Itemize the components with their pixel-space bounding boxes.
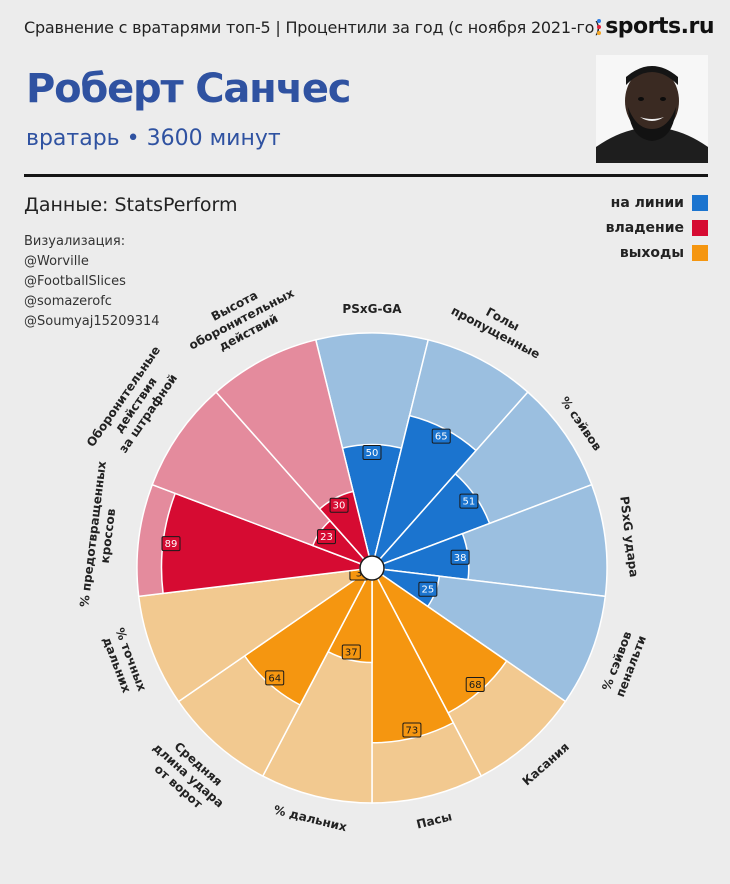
value-label: 38 (454, 553, 467, 564)
category-label: % предотвращенныхкроссов (77, 460, 124, 610)
logo-dots-icon (597, 18, 602, 35)
category-label-line: кроссов (98, 507, 119, 564)
value-label: 89 (165, 539, 178, 550)
category-label: Пасы (415, 809, 453, 831)
category-label: % дальних (272, 803, 348, 835)
data-source: Данные: StatsPerform (24, 194, 238, 216)
value-label: 37 (345, 647, 358, 658)
credit-line[interactable]: @Soumyaj15209314 (24, 314, 160, 329)
category-label: Голыпропущенные (449, 290, 549, 361)
legend-item-possession: владение (606, 215, 708, 240)
value-label-box (329, 497, 349, 513)
value-label-box (362, 445, 382, 460)
player-name: Роберт Санчес (26, 66, 351, 112)
logo-text: sports.ru (605, 14, 714, 39)
category-label: PSxG-GA (342, 302, 402, 316)
sports-ru-logo[interactable]: sports.ru (597, 14, 714, 39)
legend-label: владение (605, 219, 684, 236)
category-label: Касания (520, 740, 572, 789)
value-label-box (161, 536, 181, 552)
header-title: Сравнение с вратарями топ-5 | Процентили… (24, 18, 601, 37)
value-label: 51 (463, 497, 476, 508)
visualization-heading: Визуализация: (24, 234, 126, 249)
visualization-credits: Визуализация: @Worville @FootballSlices … (24, 232, 160, 332)
value-label: 30 (333, 501, 346, 512)
value-label: 64 (268, 673, 281, 684)
value-label: 68 (469, 680, 482, 691)
category-label-line: PSxG удара (617, 495, 641, 578)
value-label-box (418, 581, 438, 597)
value-label-box (402, 722, 422, 738)
credit-line[interactable]: @somazerofc (24, 294, 112, 309)
legend-swatch (692, 194, 708, 211)
category-label-line: PSxG-GA (342, 302, 402, 316)
player-subtitle: вратарь • 3600 минут (26, 126, 281, 151)
value-label: 25 (422, 585, 435, 596)
category-label: % сэйвовпенальти (599, 628, 649, 699)
value-label-box (465, 676, 485, 692)
value-label-box (459, 493, 479, 509)
value-label-box (316, 529, 336, 545)
value-label-box (265, 670, 285, 686)
legend-label: выходы (619, 244, 684, 261)
value-label-box (450, 549, 470, 565)
credit-line[interactable]: @Worville (24, 254, 89, 269)
legend: на линии владение выходы (606, 190, 708, 265)
value-label: 23 (320, 532, 333, 543)
legend-label: на линии (610, 194, 684, 211)
category-label: PSxG удара (617, 495, 641, 578)
value-label: 3 (356, 568, 362, 579)
header-divider (24, 174, 708, 177)
value-label: 73 (406, 725, 419, 736)
header: Сравнение с вратарями топ-5 | Процентили… (24, 12, 714, 46)
value-label-box (431, 428, 451, 444)
center-circle (359, 555, 385, 581)
category-label-line: Пасы (415, 809, 453, 831)
legend-swatch (692, 244, 708, 261)
value-label-box (341, 644, 361, 660)
credit-line[interactable]: @FootballSlices (24, 274, 126, 289)
legend-swatch (692, 219, 708, 236)
category-label-line: % дальних (272, 803, 348, 835)
value-label: 50 (366, 448, 379, 459)
category-label-line: Касания (520, 740, 572, 789)
category-label: % точныхдальних (98, 626, 149, 699)
player-photo (596, 55, 708, 163)
value-label: 65 (435, 432, 448, 443)
legend-item-sweeping: выходы (606, 240, 708, 265)
legend-item-shot-stopping: на линии (606, 190, 708, 215)
